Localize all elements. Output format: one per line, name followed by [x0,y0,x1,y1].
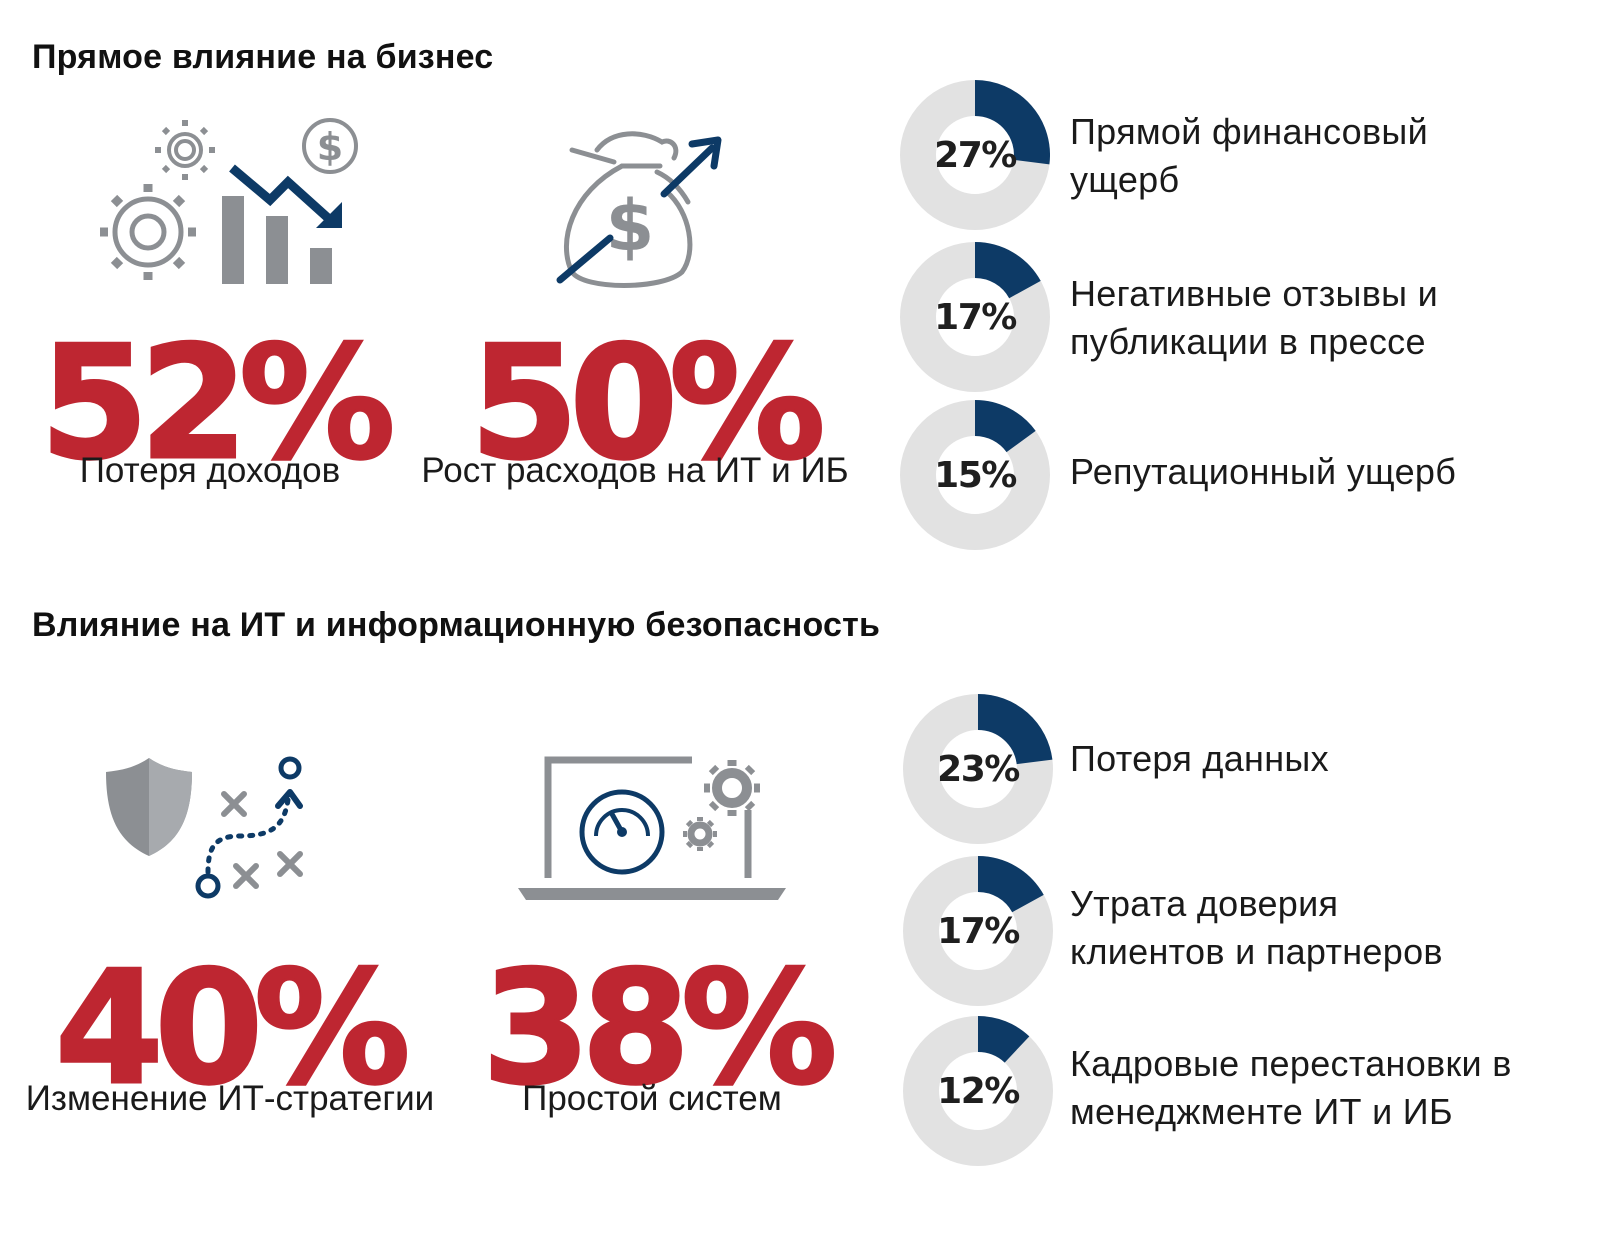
metric-it-costs-value: 50% [469,312,827,494]
svg-text:$: $ [606,185,655,267]
metric-revenue-loss-label: Потеря доходов [79,451,341,490]
metric-it-strategy-label: Изменение ИТ-стратегии [25,1079,435,1118]
donut-financial-damage-label: Прямой финансовый ущерб [1070,111,1429,200]
donut-chart-ring [903,1016,1053,1166]
donut-reputation-damage: 15% [900,400,1050,550]
donut-staff-changes-label: Кадровые перестановки в менеджменте ИТ и… [1070,1043,1512,1132]
donut-chart-ring [900,80,1050,230]
svg-text:$: $ [317,125,343,169]
donut-percent-label: 23% [937,748,1020,790]
donut-negative-press: 17% [900,242,1050,392]
donut-value-arc [977,1016,1030,1064]
donut-negative-press-label: Негативные отзывы и публикации в прессе [1070,273,1439,362]
donut-chart-ring [903,856,1053,1006]
donut-client-trust: 17% [903,856,1053,1006]
donut-staff-changes: 12% [903,1016,1053,1166]
donut-value-arc [974,400,1036,453]
donut-reputation-damage-label: Репутационный ущерб [1070,451,1457,492]
donut-chart-ring [900,400,1050,550]
donut-financial-damage: 27% [900,80,1050,230]
donut-percent-label: 27% [934,134,1017,176]
donut-percent-label: 15% [934,454,1017,496]
donut-value-arc [977,856,1044,913]
donut-client-trust-label: Утрата доверия клиентов и партнеров [1070,883,1443,972]
shield-strategy-icon [106,756,303,899]
section-title-it-security: Влияние на ИТ и информационную безопасно… [32,606,881,644]
donut-value-arc [977,694,1053,765]
metric-downtime-label: Простой систем [522,1079,782,1118]
donut-value-arc [974,242,1041,299]
donut-percent-label: 17% [934,296,1017,338]
donut-chart-ring [903,694,1053,844]
donut-value-arc [974,80,1050,165]
donut-percent-label: 17% [937,910,1020,952]
section-title-business: Прямое влияние на бизнес [32,38,494,76]
donut-chart-ring [900,242,1050,392]
revenue-decline-icon: $ [100,118,358,284]
metric-revenue-loss-value: 52% [39,312,397,494]
metric-it-costs-label: Рост расходов на ИТ и ИБ [421,451,849,490]
donut-data-loss: 23% [903,694,1053,844]
laptop-performance-icon [518,756,786,900]
money-bag-growth-icon: $ [556,131,722,288]
metric-it-strategy-value: 40% [54,937,412,1119]
metric-downtime-value: 38% [481,937,839,1119]
donut-data-loss-label: Потеря данных [1070,738,1329,779]
donut-percent-label: 12% [937,1070,1020,1112]
